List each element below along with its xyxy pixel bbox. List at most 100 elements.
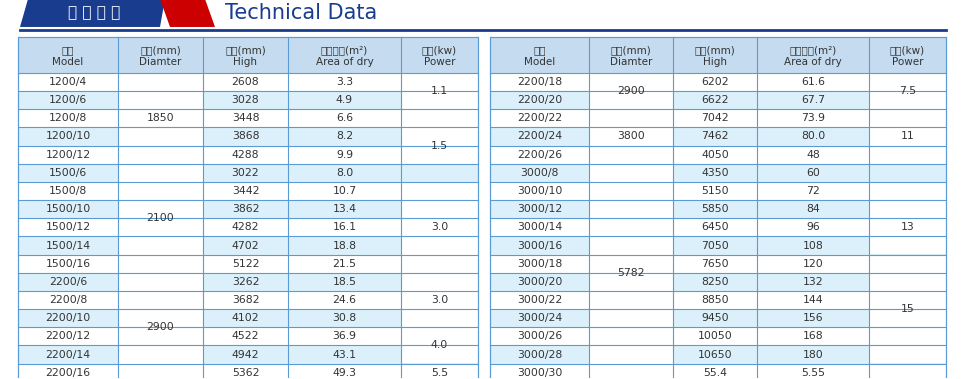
Text: High: High [234, 57, 258, 67]
Bar [589, 110, 672, 163]
Text: 4522: 4522 [232, 331, 259, 341]
Bar [18, 164, 478, 182]
Bar [402, 328, 477, 363]
Text: 4050: 4050 [701, 150, 729, 160]
Text: 5.5: 5.5 [431, 368, 448, 378]
Text: 13: 13 [900, 222, 915, 232]
Text: 24.6: 24.6 [332, 295, 356, 305]
Bar [18, 109, 478, 127]
Text: 2200/14: 2200/14 [45, 349, 91, 360]
Bar [490, 109, 946, 127]
Text: 2200/8: 2200/8 [49, 295, 87, 305]
Text: 3028: 3028 [232, 95, 259, 105]
Text: 84: 84 [806, 204, 820, 214]
Text: 80.0: 80.0 [801, 132, 825, 141]
Text: 108: 108 [803, 241, 823, 251]
Text: 8850: 8850 [701, 295, 728, 305]
Text: 规格: 规格 [533, 45, 546, 55]
Bar [490, 164, 946, 182]
Text: 49.3: 49.3 [332, 368, 356, 378]
Bar [18, 255, 478, 273]
Text: 6.6: 6.6 [336, 113, 353, 123]
Text: 43.1: 43.1 [332, 349, 356, 360]
Text: 5782: 5782 [617, 268, 644, 278]
Text: 2200/16: 2200/16 [45, 368, 91, 378]
Text: 156: 156 [803, 313, 823, 323]
Bar [490, 309, 946, 327]
Text: 外径(mm): 外径(mm) [611, 45, 651, 55]
Bar [18, 309, 478, 327]
Text: Area of dry: Area of dry [784, 57, 842, 67]
Text: 18.5: 18.5 [332, 277, 356, 287]
Text: 16.1: 16.1 [332, 222, 356, 232]
Bar [18, 146, 478, 164]
Bar [18, 291, 478, 309]
Bar [119, 164, 203, 272]
Text: 3000/18: 3000/18 [517, 259, 562, 269]
Text: 2200/18: 2200/18 [517, 77, 562, 87]
Bar [869, 200, 946, 254]
Bar [490, 218, 946, 236]
Text: Power: Power [892, 57, 923, 67]
Text: 2200/12: 2200/12 [45, 331, 91, 341]
Text: 21.5: 21.5 [332, 259, 356, 269]
Bar [402, 74, 477, 109]
Text: 1200/6: 1200/6 [49, 95, 87, 105]
Text: 48: 48 [806, 150, 820, 160]
Text: 180: 180 [803, 349, 823, 360]
Text: 8.0: 8.0 [336, 168, 354, 178]
Text: 功率(kw): 功率(kw) [890, 45, 925, 55]
Text: 60: 60 [806, 168, 820, 178]
Text: 3442: 3442 [232, 186, 259, 196]
Text: Model: Model [52, 57, 84, 67]
Text: 3000/14: 3000/14 [517, 222, 562, 232]
Text: 73.9: 73.9 [801, 113, 825, 123]
Text: High: High [703, 57, 727, 67]
Bar [18, 73, 478, 91]
Text: 9450: 9450 [701, 313, 728, 323]
Text: 3.0: 3.0 [431, 222, 448, 232]
Bar [490, 363, 946, 379]
Text: 2200/10: 2200/10 [45, 313, 91, 323]
Bar [18, 363, 478, 379]
Text: 3000/22: 3000/22 [517, 295, 562, 305]
Text: 7050: 7050 [701, 241, 729, 251]
Text: 高度(mm): 高度(mm) [695, 45, 735, 55]
Text: 5150: 5150 [701, 186, 728, 196]
Text: 3000/8: 3000/8 [521, 168, 558, 178]
Text: 1500/16: 1500/16 [45, 259, 91, 269]
Bar [18, 236, 478, 255]
Text: 1850: 1850 [147, 113, 174, 123]
Text: Model: Model [524, 57, 555, 67]
Text: 36.9: 36.9 [332, 331, 356, 341]
Polygon shape [20, 0, 165, 27]
Text: 144: 144 [803, 295, 823, 305]
Bar [18, 182, 478, 200]
Text: 3000/26: 3000/26 [517, 331, 562, 341]
Text: 6450: 6450 [701, 222, 728, 232]
Text: 1200/12: 1200/12 [45, 150, 91, 160]
Text: 1200/4: 1200/4 [49, 77, 87, 87]
Text: 2200/26: 2200/26 [517, 150, 562, 160]
Text: 10.7: 10.7 [332, 186, 356, 196]
Bar [869, 110, 946, 163]
Bar [869, 74, 946, 109]
Text: 9.9: 9.9 [336, 150, 353, 160]
Text: 技 术 参 数: 技 术 参 数 [69, 5, 121, 20]
Bar [490, 37, 946, 73]
Text: 120: 120 [803, 259, 823, 269]
Bar [402, 364, 477, 379]
Text: 1500/14: 1500/14 [45, 241, 91, 251]
Bar [490, 146, 946, 164]
Bar [402, 273, 477, 327]
Text: 1500/6: 1500/6 [49, 168, 87, 178]
Text: 3800: 3800 [617, 132, 645, 141]
Text: 4288: 4288 [232, 150, 259, 160]
Text: Area of dry: Area of dry [316, 57, 374, 67]
Text: 4702: 4702 [232, 241, 259, 251]
Text: 2200/22: 2200/22 [517, 113, 562, 123]
Text: Diamter: Diamter [610, 57, 652, 67]
Bar [119, 273, 203, 379]
Text: 4.9: 4.9 [336, 95, 353, 105]
Bar [490, 37, 946, 379]
